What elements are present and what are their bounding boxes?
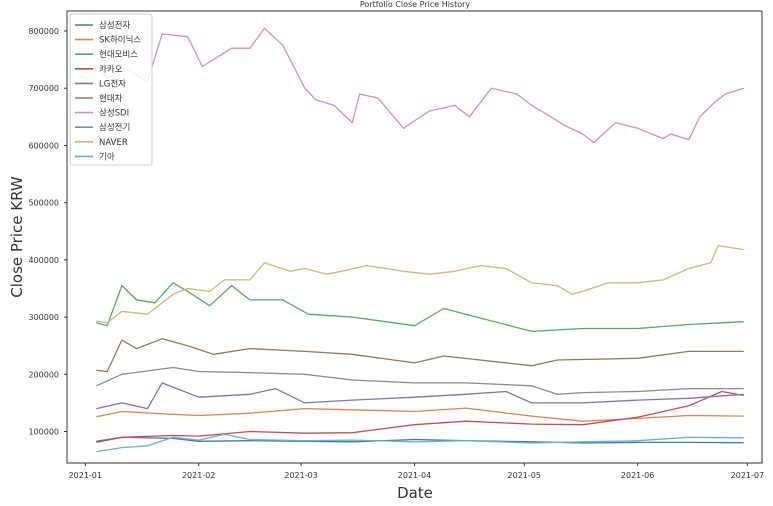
y-tick-label: 200000 <box>28 370 59 379</box>
legend-label: NAVER <box>99 138 128 148</box>
legend-label: 삼성SDI <box>99 108 129 119</box>
y-tick-label: 500000 <box>28 199 59 208</box>
y-tick-label: 400000 <box>28 256 59 265</box>
legend-label: LG전자 <box>99 78 126 89</box>
x-axis-ticks: 2021-01 2021-02 2021-03 2021-04 2021-05 2021-… <box>69 463 764 480</box>
y-axis-label: Close Price KRW <box>8 176 26 298</box>
x-tick-label: 2021-06 <box>621 471 654 480</box>
series-line <box>96 244 744 324</box>
series-line <box>95 27 744 144</box>
x-tick-label: 2021-07 <box>731 471 764 480</box>
legend-label: 삼성전자 <box>99 20 130 31</box>
x-tick-label: 2021-05 <box>508 471 541 480</box>
y-axis-ticks: 100000 200000 300000 400000 500000 600000 7000… <box>28 27 67 437</box>
y-tick-label: 300000 <box>28 313 59 322</box>
legend-label: SK하이닉스 <box>99 35 141 46</box>
series-lines <box>95 27 744 453</box>
y-tick-label: 700000 <box>28 84 59 93</box>
x-tick-label: 2021-02 <box>182 471 215 480</box>
y-tick-label: 800000 <box>28 27 59 36</box>
series-line <box>96 382 744 410</box>
legend-label: 기아 <box>99 151 115 162</box>
series-line <box>96 338 744 373</box>
legend-label: 삼성전기 <box>99 122 130 133</box>
x-tick-label: 2021-04 <box>398 471 431 480</box>
series-line <box>96 390 744 444</box>
y-tick-label: 100000 <box>28 428 59 437</box>
chart-title: Portfolio Close Price History <box>360 0 471 9</box>
x-axis-label: Date <box>397 484 433 502</box>
series-line <box>96 282 744 333</box>
legend-label: 카카오 <box>99 65 123 75</box>
series-line <box>96 433 744 453</box>
series-line <box>96 366 744 395</box>
x-tick-label: 2021-03 <box>284 471 317 480</box>
legend-label: 현대모비스 <box>99 50 138 60</box>
y-tick-label: 600000 <box>28 141 59 150</box>
legend-label: 현대차 <box>99 94 123 104</box>
plot-frame <box>66 10 763 464</box>
x-tick-label: 2021-01 <box>69 471 102 480</box>
